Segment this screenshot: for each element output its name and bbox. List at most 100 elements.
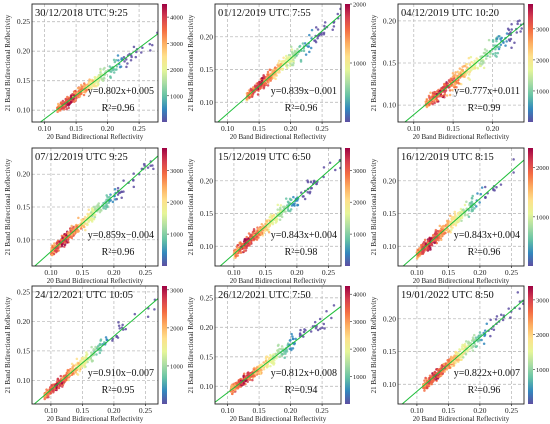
y-tick-label: 0.10 (383, 380, 396, 389)
scatter-point (276, 203, 280, 207)
y-tick-label: 0.10 (200, 382, 213, 391)
scatter-point (522, 302, 524, 305)
scatter-point (451, 88, 454, 92)
scatter-point (61, 236, 64, 239)
scatter-point (266, 84, 270, 87)
scatter-point (435, 232, 438, 236)
scatter-point (123, 60, 126, 63)
scatter-point (257, 233, 261, 236)
scatter-point (509, 316, 512, 319)
scatter-point (290, 332, 293, 336)
panel-title: 16/12/2019 UTC 8:15 (401, 152, 494, 163)
x-tick-label: 0.25 (139, 406, 152, 415)
scatter-point (94, 345, 97, 349)
x-tick-label: 0.20 (290, 268, 303, 277)
scatter-point (252, 237, 256, 241)
scatter-point (471, 336, 475, 339)
scatter-point (513, 41, 516, 44)
scatter-point (286, 66, 289, 70)
fit-line (404, 22, 524, 122)
scatter-point (466, 66, 469, 69)
scatter-point (109, 193, 112, 196)
scatter-point (262, 368, 266, 371)
scatter-point (287, 202, 291, 205)
scatter-point (464, 65, 467, 68)
y-tick-label: 0.10 (17, 235, 30, 244)
scatter-point (457, 219, 461, 223)
scatter-point (273, 72, 277, 76)
scatter-point (339, 166, 341, 170)
scatter-point (278, 355, 281, 359)
scatter-point (90, 218, 93, 221)
scatter-point (428, 237, 432, 240)
scatter-point (290, 348, 293, 352)
scatter-point (461, 68, 465, 72)
scatter-point (279, 204, 283, 207)
scatter-point (351, 153, 354, 156)
scatter-point (516, 291, 520, 294)
y-axis-label: 21 Band Bidirectional Reflectivity (187, 158, 195, 255)
scatter-point (512, 171, 515, 174)
scatter-point (491, 52, 495, 56)
scatter-point (489, 334, 492, 338)
scatter-point (55, 249, 58, 253)
scatter-point (95, 353, 98, 356)
y-tick-label: 0.25 (17, 17, 30, 26)
y-tick-label: 0.15 (17, 203, 30, 212)
scatter-point (492, 44, 496, 47)
scatter-point (469, 63, 472, 67)
x-axis-label: 20 Band Bidirectional Reflectivity (413, 133, 510, 141)
scatter-point (465, 200, 468, 203)
scatter-point (260, 76, 264, 80)
scatter-point (70, 224, 73, 228)
scatter-point (100, 343, 103, 346)
x-axis-label: 20 Band Bidirectional Reflectivity (47, 277, 144, 285)
scatter-point (316, 28, 320, 31)
scatter-point (279, 208, 282, 211)
scatter-point (242, 372, 246, 376)
scatter-point (495, 185, 498, 189)
y-tick-label: 0.15 (200, 209, 213, 218)
scatter-point (97, 75, 100, 78)
scatter-point (265, 364, 268, 368)
scatter-point (280, 212, 283, 216)
y-tick-label: 0.20 (17, 47, 30, 56)
scatter-point (292, 62, 295, 65)
scatter-point (77, 362, 80, 365)
scatter-point (464, 340, 468, 343)
y-axis-label: 21 Band Bidirectional Reflectivity (4, 296, 12, 393)
scatter-point (108, 196, 111, 199)
x-tick-label: 0.20 (486, 124, 499, 133)
scatter-point (84, 91, 87, 94)
panel-title: 15/12/2019 UTC 6:50 (218, 152, 311, 163)
x-tick-label: 0.10 (38, 124, 51, 133)
r-squared-label: R²=0.98 (285, 247, 318, 258)
scatter-point (291, 335, 294, 338)
scatter-point (246, 244, 250, 247)
scatter-point (103, 66, 106, 70)
scatter-point (269, 79, 272, 82)
scatter-point (436, 375, 439, 379)
scatter-point (281, 353, 284, 356)
scatter-point (71, 92, 74, 96)
scatter-point (416, 248, 420, 252)
scatter-point (140, 51, 143, 54)
colorbar-tick-label: 2000 (170, 325, 183, 332)
scatter-point (289, 339, 292, 342)
scatter-point (96, 79, 100, 83)
scatter-point (67, 371, 70, 374)
scatter-point (505, 32, 509, 35)
scatter-point (200, 260, 203, 263)
scatter-point (453, 81, 457, 85)
scatter-point (64, 378, 67, 382)
scatter-point (87, 81, 91, 84)
scatter-point (463, 203, 467, 207)
scatter-point (479, 55, 482, 58)
scatter-point (151, 43, 154, 47)
scatter-point (76, 86, 80, 90)
scatter-point (525, 14, 528, 17)
x-axis-label: 20 Band Bidirectional Reflectivity (47, 415, 144, 423)
scatter-point (476, 192, 479, 195)
scatter-point (444, 89, 448, 92)
colorbar (528, 148, 533, 266)
